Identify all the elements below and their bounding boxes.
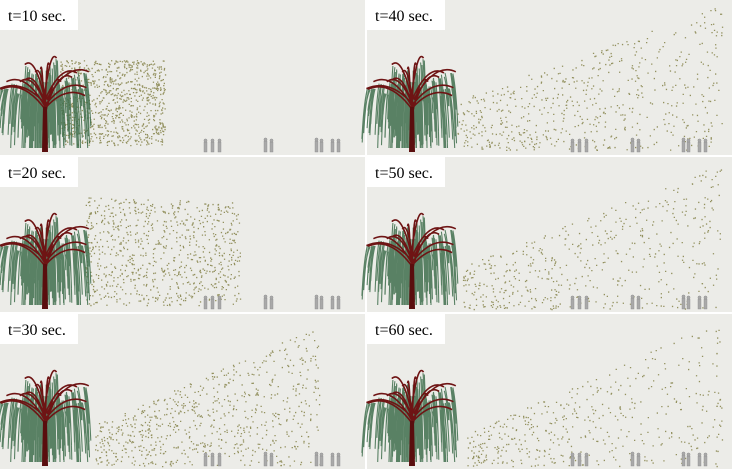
panel: t=50 sec. [361, 157, 732, 312]
time-label: t=50 sec. [375, 165, 433, 182]
label-box [367, 314, 445, 344]
time-label: t=10 sec. [8, 8, 66, 25]
panel: t=60 sec. [361, 314, 732, 469]
panel: t=20 sec. [0, 157, 365, 312]
time-label: t=20 sec. [8, 165, 66, 182]
label-box [0, 0, 78, 30]
panel: t=40 sec. [361, 0, 732, 155]
time-label: t=40 sec. [375, 8, 433, 25]
label-box [0, 314, 78, 344]
panel: t=30 sec. [0, 314, 365, 469]
time-label: t=60 sec. [375, 322, 433, 339]
panel: t=10 sec. [0, 0, 365, 155]
label-box [367, 0, 445, 30]
label-box [367, 157, 445, 187]
particles [85, 197, 242, 307]
particles [457, 8, 724, 151]
label-box [0, 157, 78, 187]
time-label: t=30 sec. [8, 322, 66, 339]
